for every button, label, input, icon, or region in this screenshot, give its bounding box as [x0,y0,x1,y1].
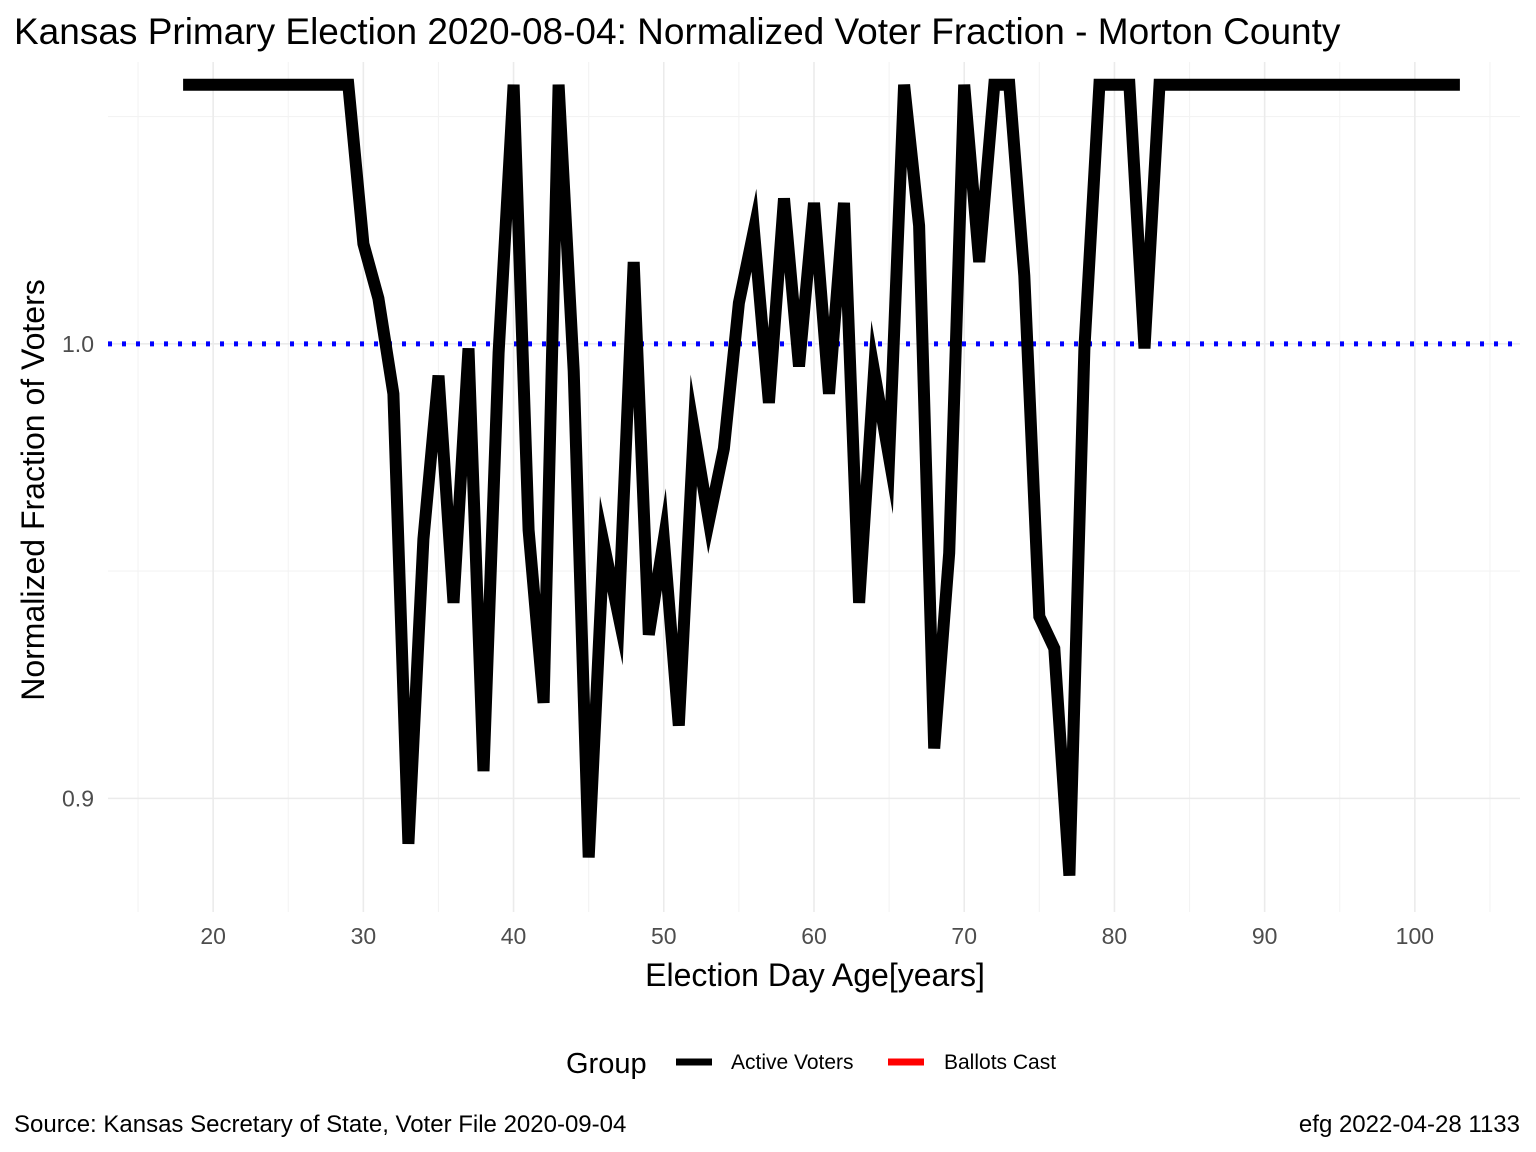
chart-title: Kansas Primary Election 2020-08-04: Norm… [14,11,1341,52]
x-tick-label: 50 [651,923,677,949]
x-tick-label: 70 [951,923,977,949]
series-group [183,78,1460,876]
legend-label-active-voters: Active Voters [731,1051,854,1074]
y-axis-title: Normalized Fraction of Voters [15,279,51,701]
x-tick-label: 20 [200,923,226,949]
x-tick-label: 100 [1396,923,1434,949]
series-line-active-voters [183,78,1460,876]
x-tick-label: 30 [351,923,377,949]
x-tick-label: 60 [801,923,827,949]
legend-label-ballots-cast: Ballots Cast [944,1051,1056,1074]
x-tick-label: 80 [1102,923,1128,949]
caption-credit: efg 2022-04-28 1133 [1299,1111,1520,1138]
y-axis-ticks: 0.9 1.0 [62,331,94,812]
y-tick-label: 0.9 [62,785,94,811]
grid [108,62,1520,912]
x-tick-label: 40 [501,923,527,949]
legend-title: Group [566,1048,647,1080]
y-tick-label: 1.0 [62,331,94,357]
x-axis-ticks: 20 30 40 50 60 70 80 90 100 [200,923,1434,949]
x-tick-label: 90 [1252,923,1278,949]
x-axis-title: Election Day Age[years] [645,957,985,993]
caption-source: Source: Kansas Secretary of State, Voter… [14,1111,626,1138]
legend: Group Active Voters Ballots Cast [566,1048,1056,1080]
